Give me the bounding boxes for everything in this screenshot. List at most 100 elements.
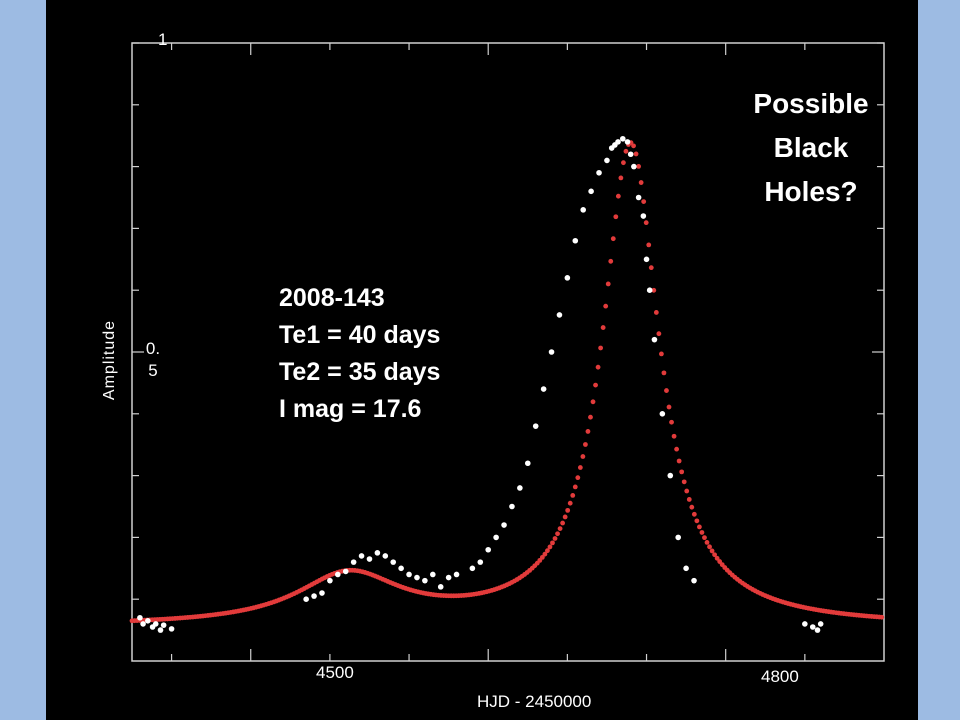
observation-point (157, 627, 164, 633)
model-point (593, 382, 598, 388)
title-line: Black (773, 132, 849, 163)
y-axis-label: Amplitude (101, 319, 118, 401)
observation-point (160, 622, 167, 628)
observation-point (572, 237, 579, 244)
model-point (621, 160, 626, 166)
observation-point (646, 287, 653, 294)
model-curve (129, 140, 885, 624)
model-point (633, 151, 639, 157)
model-point (684, 488, 690, 494)
model-point (608, 258, 614, 264)
observation-point (485, 546, 492, 553)
observation-point (580, 207, 586, 213)
model-point (674, 446, 680, 452)
model-point (583, 442, 588, 447)
model-point (661, 370, 667, 376)
event-id: 2008-143 (279, 284, 385, 312)
title-line: Possible (753, 88, 869, 119)
model-point (631, 143, 636, 149)
imag-value: I mag = 17.6 (279, 395, 422, 423)
model-point (598, 345, 604, 351)
observation-point (635, 194, 642, 201)
model-point (590, 399, 596, 405)
observation-point (406, 571, 412, 578)
light-curve-chart (129, 42, 885, 662)
model-point (547, 544, 553, 550)
observation-point (311, 593, 317, 599)
model-point (623, 148, 629, 154)
x-axis-label: HJD - 2450000 (477, 692, 592, 711)
observation-point (445, 574, 452, 581)
observation-point (335, 571, 341, 578)
model-point (550, 540, 555, 546)
model-point (600, 325, 606, 330)
observation-point (564, 275, 571, 281)
model-point (580, 454, 586, 459)
x-tick-label-4800: 4800 (761, 667, 799, 686)
model-point (618, 175, 624, 181)
observation-point (817, 621, 824, 627)
observation-point (540, 386, 547, 392)
model-point (572, 484, 578, 490)
x-tick-label-4500: 4500 (316, 663, 354, 682)
model-point (669, 419, 674, 425)
observation-point (548, 349, 555, 355)
observation-point (145, 618, 151, 624)
observation-point (809, 624, 816, 630)
observation-point (358, 553, 365, 559)
observation-point (327, 577, 333, 584)
observation-point (477, 559, 484, 565)
observation-point (469, 565, 476, 572)
observation-point (814, 627, 821, 633)
model-point (671, 433, 677, 439)
observation-point (422, 577, 428, 584)
model-point (704, 540, 710, 545)
observation-point (437, 584, 444, 590)
model-point (610, 236, 616, 242)
title-line: Holes? (764, 176, 858, 207)
observation-point (430, 571, 436, 578)
model-point (646, 242, 652, 248)
observation-point (398, 565, 404, 572)
model-point (545, 548, 550, 554)
model-point (676, 458, 682, 464)
observation-point (624, 139, 631, 145)
model-point (577, 465, 583, 470)
model-point (575, 475, 581, 481)
model-point (588, 414, 593, 420)
observation-point (691, 577, 697, 584)
model-point (702, 535, 707, 541)
model-point (542, 551, 548, 557)
model-point (567, 500, 573, 506)
model-point (651, 287, 657, 293)
model-point (648, 265, 654, 271)
observation-point (802, 621, 808, 627)
observation-point (615, 139, 621, 145)
model-point (557, 526, 563, 531)
model-point (539, 554, 545, 560)
model-point (585, 429, 591, 434)
model-point (656, 331, 662, 337)
observation-point (374, 550, 381, 556)
model-point (709, 548, 715, 554)
observation-point (524, 460, 531, 467)
observation-point (596, 169, 602, 176)
model-point (679, 469, 685, 475)
model-point (699, 530, 705, 535)
observation-point (168, 626, 175, 632)
observation-points (137, 135, 824, 633)
observation-point (631, 163, 637, 170)
model-point (565, 507, 571, 513)
model-point (555, 531, 560, 537)
model-point (689, 504, 695, 510)
observation-point (683, 565, 689, 572)
model-point (697, 524, 702, 530)
axis-ticks (132, 42, 884, 661)
chart-title: Possible Black Holes? (736, 82, 886, 214)
observation-point (556, 312, 563, 318)
observation-point (303, 596, 309, 602)
model-point (707, 544, 712, 550)
observation-point (667, 472, 674, 479)
observation-point (619, 135, 626, 142)
model-point (681, 479, 687, 485)
